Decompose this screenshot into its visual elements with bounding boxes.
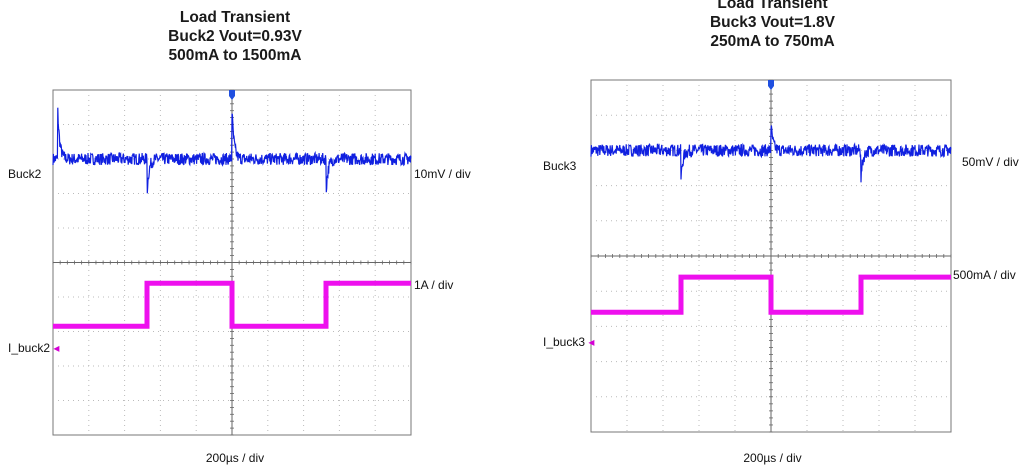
channel-label-voltage: Buck2 <box>8 167 42 181</box>
level-marker-icon <box>946 146 951 155</box>
current-trace <box>53 280 411 329</box>
trigger-marker-icon <box>229 90 235 100</box>
chart-title-line2: Buck3 Vout=1.8V <box>709 14 836 31</box>
arrow-left-icon: ◂ <box>588 335 595 349</box>
channel-label-voltage: Buck3 <box>543 159 577 173</box>
x-axis-label: 200µs / div <box>743 451 802 465</box>
chart-title-line2: Buck2 Vout=0.93V <box>168 28 302 45</box>
chart-title-line1: Load Transient <box>717 0 828 12</box>
plot-svg <box>52 89 412 436</box>
x-axis-label: 200µs / div <box>205 451 265 465</box>
oscilloscope-plot <box>52 89 412 436</box>
plot-svg <box>590 79 952 433</box>
current-trace <box>591 274 951 315</box>
oscilloscope-plot <box>590 79 952 433</box>
channel-label-current: I_buck3 ◂ <box>543 335 594 349</box>
channel-label-current: I_buck2 ◂ <box>8 341 59 355</box>
chart-title: Load Transient Buck3 Vout=1.8V 250mA to … <box>525 0 1020 51</box>
current-scale-label: 1A / div <box>414 278 454 292</box>
voltage-scale-label: 10mV / div <box>414 167 471 181</box>
arrow-left-icon: ◂ <box>53 341 60 355</box>
voltage-scale-label: 50mV / div <box>962 155 1019 169</box>
trigger-marker-icon <box>768 80 774 90</box>
channel-label-current-text: I_buck3 <box>543 335 586 349</box>
voltage-trace <box>590 125 952 183</box>
voltage-trace <box>52 107 412 194</box>
channel-label-current-text: I_buck2 <box>8 341 51 355</box>
chart-title-line3: 250mA to 750mA <box>710 33 835 50</box>
chart-panel-buck2: Load Transient Buck2 Vout=0.93V 500mA to… <box>0 0 471 475</box>
level-marker-icon <box>406 155 411 163</box>
chart-title: Load Transient Buck2 Vout=0.93V 500mA to… <box>0 8 470 65</box>
chart-title-line1: Load Transient <box>179 9 291 26</box>
current-scale-label: 500mA / div <box>953 268 1016 282</box>
chart-title-line3: 500mA to 1500mA <box>168 47 302 64</box>
chart-panel-buck3: Load Transient Buck3 Vout=1.8V 250mA to … <box>525 0 1035 475</box>
